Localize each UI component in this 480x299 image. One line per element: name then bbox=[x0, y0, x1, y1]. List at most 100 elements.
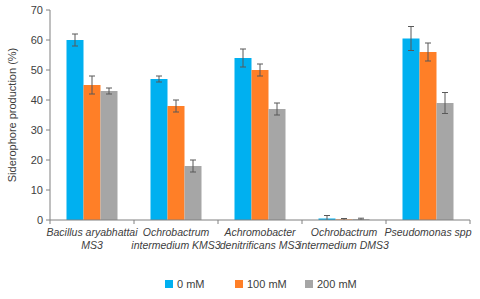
y-tick-label: 30 bbox=[31, 124, 43, 136]
legend-swatch bbox=[165, 280, 173, 288]
error-cap bbox=[425, 61, 431, 62]
legend: 0 mM 100 mM 200 mM bbox=[165, 278, 357, 290]
bar bbox=[185, 166, 202, 220]
x-tick bbox=[50, 220, 51, 224]
error-cap bbox=[358, 218, 364, 219]
error-bar bbox=[72, 34, 78, 46]
y-tick-label: 40 bbox=[31, 94, 43, 106]
y-tick bbox=[46, 130, 50, 131]
error-bar bbox=[156, 76, 162, 82]
y-tick bbox=[46, 70, 50, 71]
legend-swatch bbox=[305, 280, 313, 288]
y-tick bbox=[46, 160, 50, 161]
error-stem bbox=[75, 34, 76, 46]
error-cap bbox=[190, 172, 196, 173]
bar bbox=[84, 85, 101, 220]
error-cap bbox=[341, 218, 347, 219]
error-stem bbox=[260, 64, 261, 76]
x-tick-label: Pseudomonas spp bbox=[385, 226, 472, 238]
legend-label: 200 mM bbox=[317, 278, 357, 290]
error-bar bbox=[173, 100, 179, 112]
x-tick-label: Ochrobactrumintermedium KMS3 bbox=[131, 226, 220, 251]
error-cap bbox=[89, 76, 95, 77]
error-stem bbox=[411, 27, 412, 51]
error-bar bbox=[89, 76, 95, 94]
y-tick bbox=[46, 40, 50, 41]
error-bar bbox=[425, 43, 431, 61]
y-tick-label: 10 bbox=[31, 184, 43, 196]
x-tick bbox=[218, 220, 219, 224]
y-tick-label: 50 bbox=[31, 64, 43, 76]
label-line: Ochrobactrum bbox=[143, 226, 210, 238]
error-stem bbox=[109, 88, 110, 94]
error-cap bbox=[89, 94, 95, 95]
error-cap bbox=[425, 43, 431, 44]
y-tick bbox=[46, 10, 50, 11]
x-tick-label: Achromobacterdenitrificans MS3 bbox=[220, 226, 301, 251]
chart: 010203040506070Bacillus aryabhattaiMS3Oc… bbox=[0, 0, 480, 299]
error-stem bbox=[428, 43, 429, 61]
error-cap bbox=[408, 50, 414, 51]
error-cap bbox=[72, 34, 78, 35]
error-cap bbox=[274, 115, 280, 116]
y-axis bbox=[50, 10, 51, 220]
error-cap bbox=[106, 88, 112, 89]
x-tick bbox=[470, 220, 471, 224]
error-cap bbox=[173, 112, 179, 113]
error-bar bbox=[190, 160, 196, 172]
label-line: intermedium KMS3 bbox=[131, 239, 220, 251]
bar bbox=[101, 91, 118, 220]
y-axis-label: Siderophore production (%) bbox=[6, 48, 18, 183]
x-axis bbox=[50, 220, 470, 221]
y-tick-label: 70 bbox=[31, 4, 43, 16]
label-line: Bacillus aryabhattai bbox=[46, 226, 138, 238]
y-tick bbox=[46, 100, 50, 101]
error-bar bbox=[257, 64, 263, 76]
legend-label: 100 mM bbox=[247, 278, 287, 290]
error-cap bbox=[257, 76, 263, 77]
error-stem bbox=[277, 103, 278, 115]
x-tick-label: Ochrobactrumintermedium DMS3 bbox=[299, 226, 389, 251]
error-stem bbox=[92, 76, 93, 94]
error-cap bbox=[190, 160, 196, 161]
error-bar bbox=[442, 93, 448, 114]
bar bbox=[252, 70, 269, 220]
legend-swatch bbox=[235, 280, 243, 288]
bar bbox=[403, 39, 420, 221]
error-cap bbox=[156, 82, 162, 83]
error-cap bbox=[240, 67, 246, 68]
error-cap bbox=[106, 94, 112, 95]
error-cap bbox=[442, 92, 448, 93]
bar bbox=[269, 109, 286, 220]
error-cap bbox=[257, 64, 263, 65]
label-line: intermedium DMS3 bbox=[299, 239, 389, 251]
y-tick-label: 20 bbox=[31, 154, 43, 166]
error-cap bbox=[408, 26, 414, 27]
legend-label: 0 mM bbox=[177, 278, 205, 290]
y-tick bbox=[46, 190, 50, 191]
x-tick-label: Bacillus aryabhattaiMS3 bbox=[46, 226, 138, 251]
error-cap bbox=[274, 103, 280, 104]
x-tick bbox=[134, 220, 135, 224]
bar bbox=[151, 79, 168, 220]
error-cap bbox=[72, 46, 78, 47]
x-tick bbox=[386, 220, 387, 224]
error-cap bbox=[442, 113, 448, 114]
error-bar bbox=[274, 103, 280, 115]
error-stem bbox=[159, 76, 160, 82]
error-stem bbox=[176, 100, 177, 112]
label-line: MS3 bbox=[81, 239, 103, 251]
error-cap bbox=[173, 100, 179, 101]
error-cap bbox=[156, 76, 162, 77]
bar bbox=[437, 103, 454, 220]
x-tick bbox=[302, 220, 303, 224]
error-bar bbox=[324, 216, 330, 221]
error-cap bbox=[324, 215, 330, 216]
bar bbox=[168, 106, 185, 220]
error-stem bbox=[193, 160, 194, 172]
bars bbox=[67, 27, 454, 221]
label-line: denitrificans MS3 bbox=[220, 239, 301, 251]
error-cap bbox=[240, 49, 246, 50]
error-stem bbox=[327, 216, 328, 221]
error-bar bbox=[408, 27, 414, 51]
